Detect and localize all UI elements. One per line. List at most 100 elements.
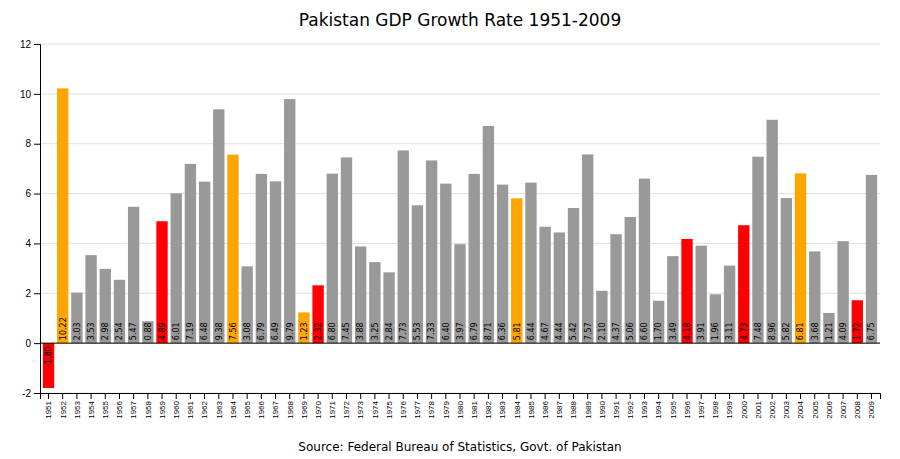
data-label: 5.81 [513, 322, 522, 340]
bar [383, 272, 394, 343]
x-tick: 1989 [584, 393, 593, 419]
x-tick-label: 1984 [513, 400, 522, 418]
y-tick-mark [34, 44, 40, 45]
y-tick-mark [34, 393, 40, 394]
x-tick-mark [247, 393, 248, 399]
y-tick-mark [34, 243, 40, 244]
data-label: 6.36 [498, 322, 507, 340]
x-tick-label: 1996 [683, 400, 692, 418]
bar [681, 239, 692, 343]
x-tick-label: 1972 [342, 400, 351, 418]
x-tick-label: 1962 [200, 400, 209, 418]
x-tick-mark [48, 393, 49, 399]
x-tick-mark [346, 393, 347, 399]
x-tick-label: 1978 [427, 400, 436, 418]
bar [341, 157, 352, 343]
y-tick: 12 [20, 39, 40, 50]
bar [511, 198, 522, 343]
x-tick: 1995 [669, 393, 678, 419]
x-tick-label: 1998 [711, 400, 720, 418]
x-tick-label: 1987 [555, 400, 564, 418]
data-label: 10.22 [59, 317, 68, 340]
x-tick-mark [176, 393, 177, 399]
x-tick-label: 1992 [626, 400, 635, 418]
data-label: 7.73 [399, 322, 408, 340]
data-label: 5.82 [782, 322, 791, 340]
x-tick: 1960 [172, 393, 181, 419]
x-tick-label: 1967 [271, 400, 280, 418]
x-tick-label: 1957 [129, 400, 138, 418]
x-tick-label: 1997 [697, 400, 706, 418]
x-tick-mark [630, 393, 631, 399]
data-label: 5.47 [129, 322, 138, 340]
x-tick-label: 1980 [456, 400, 465, 418]
x-tick: 1992 [626, 393, 635, 419]
bar [610, 234, 621, 343]
x-tick-mark [800, 393, 801, 399]
x-tick: 1979 [442, 393, 451, 419]
data-label: 3.53 [87, 322, 96, 340]
bar [412, 205, 423, 343]
bar [440, 184, 451, 344]
x-tick: 1996 [683, 393, 692, 419]
data-label: 6.80 [328, 322, 337, 340]
x-tick-mark [743, 393, 744, 399]
x-tick-label: 1975 [385, 400, 394, 418]
x-tick-label: 1979 [442, 400, 451, 418]
x-tick: 1981 [470, 393, 479, 419]
x-tick: 1971 [328, 393, 337, 419]
data-label: 7.19 [186, 322, 195, 340]
x-tick: 1991 [612, 393, 621, 419]
x-tick-mark [332, 393, 333, 399]
bar [653, 301, 664, 343]
x-tick: 2004 [796, 393, 805, 419]
x-tick: 1982 [484, 393, 493, 419]
x-tick: 1953 [73, 393, 82, 419]
x-tick: 2002 [768, 393, 777, 419]
data-label: 2.32 [314, 322, 323, 340]
y-tick: 10 [20, 89, 40, 100]
data-label: 4.37 [612, 322, 621, 340]
x-tick-mark [303, 393, 304, 399]
bar [284, 99, 295, 343]
x-tick: 1974 [371, 393, 380, 419]
x-tick: 1990 [598, 393, 607, 419]
x-tick-label: 1986 [541, 400, 550, 418]
x-tick-mark [516, 393, 517, 399]
x-tick: 1963 [215, 393, 224, 419]
zero-line [40, 343, 880, 344]
x-tick: 1977 [413, 393, 422, 419]
x-tick-label: 1970 [314, 400, 323, 418]
x-tick: 1983 [498, 393, 507, 419]
x-tick: 1978 [427, 393, 436, 419]
data-label: 1.21 [825, 322, 834, 340]
x-tick: 1954 [87, 393, 96, 419]
x-tick: 1962 [200, 393, 209, 419]
y-tick-mark [34, 343, 40, 344]
y-axis-line [34, 45, 41, 394]
y-tick-label: 0 [25, 338, 31, 349]
y-tick-label: 6 [25, 188, 31, 199]
y-tick: 0 [25, 338, 40, 349]
x-tick: 1964 [229, 393, 238, 419]
bar [454, 244, 465, 343]
grid-line [40, 93, 880, 94]
x-tick-label: 1965 [243, 400, 252, 418]
x-tick-mark [715, 393, 716, 399]
x-tick-mark [105, 393, 106, 399]
data-label: 2.98 [101, 322, 110, 340]
data-label: 6.81 [796, 322, 805, 340]
x-tick: 1965 [243, 393, 252, 419]
bar [369, 262, 380, 343]
x-tick: 1956 [115, 393, 124, 419]
x-tick-mark [204, 393, 205, 399]
x-tick-label: 1976 [399, 400, 408, 418]
x-tick: 1980 [456, 393, 465, 419]
y-tick: 2 [25, 288, 40, 299]
y-tick-label: 10 [20, 89, 32, 100]
y-tick: 6 [25, 188, 40, 199]
x-tick-label: 1974 [371, 400, 380, 418]
x-tick-mark [729, 393, 730, 399]
x-tick-mark [460, 393, 461, 399]
data-label: 4.09 [839, 322, 848, 340]
